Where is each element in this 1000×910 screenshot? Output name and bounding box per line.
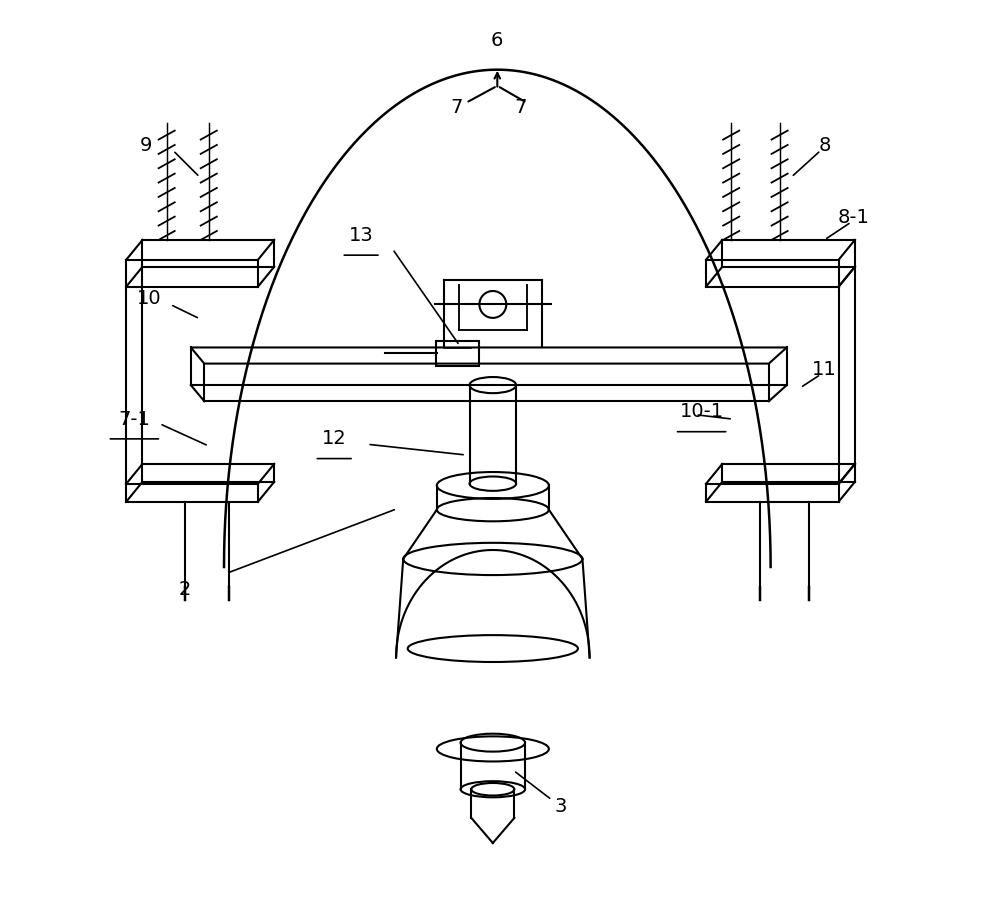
Text: 8-1: 8-1 (838, 208, 870, 227)
Text: 9: 9 (140, 136, 152, 156)
Text: 7: 7 (451, 97, 463, 116)
Text: 7: 7 (514, 97, 527, 116)
Text: 12: 12 (322, 430, 347, 449)
Text: 7-1: 7-1 (118, 410, 150, 429)
Text: 11: 11 (812, 360, 837, 379)
Text: 2: 2 (178, 580, 191, 599)
Text: 10-1: 10-1 (680, 402, 724, 421)
Text: 10: 10 (136, 288, 161, 308)
Text: 13: 13 (349, 226, 373, 245)
Text: 8: 8 (818, 136, 831, 156)
Text: 6: 6 (491, 32, 503, 50)
Text: 3: 3 (555, 797, 567, 815)
